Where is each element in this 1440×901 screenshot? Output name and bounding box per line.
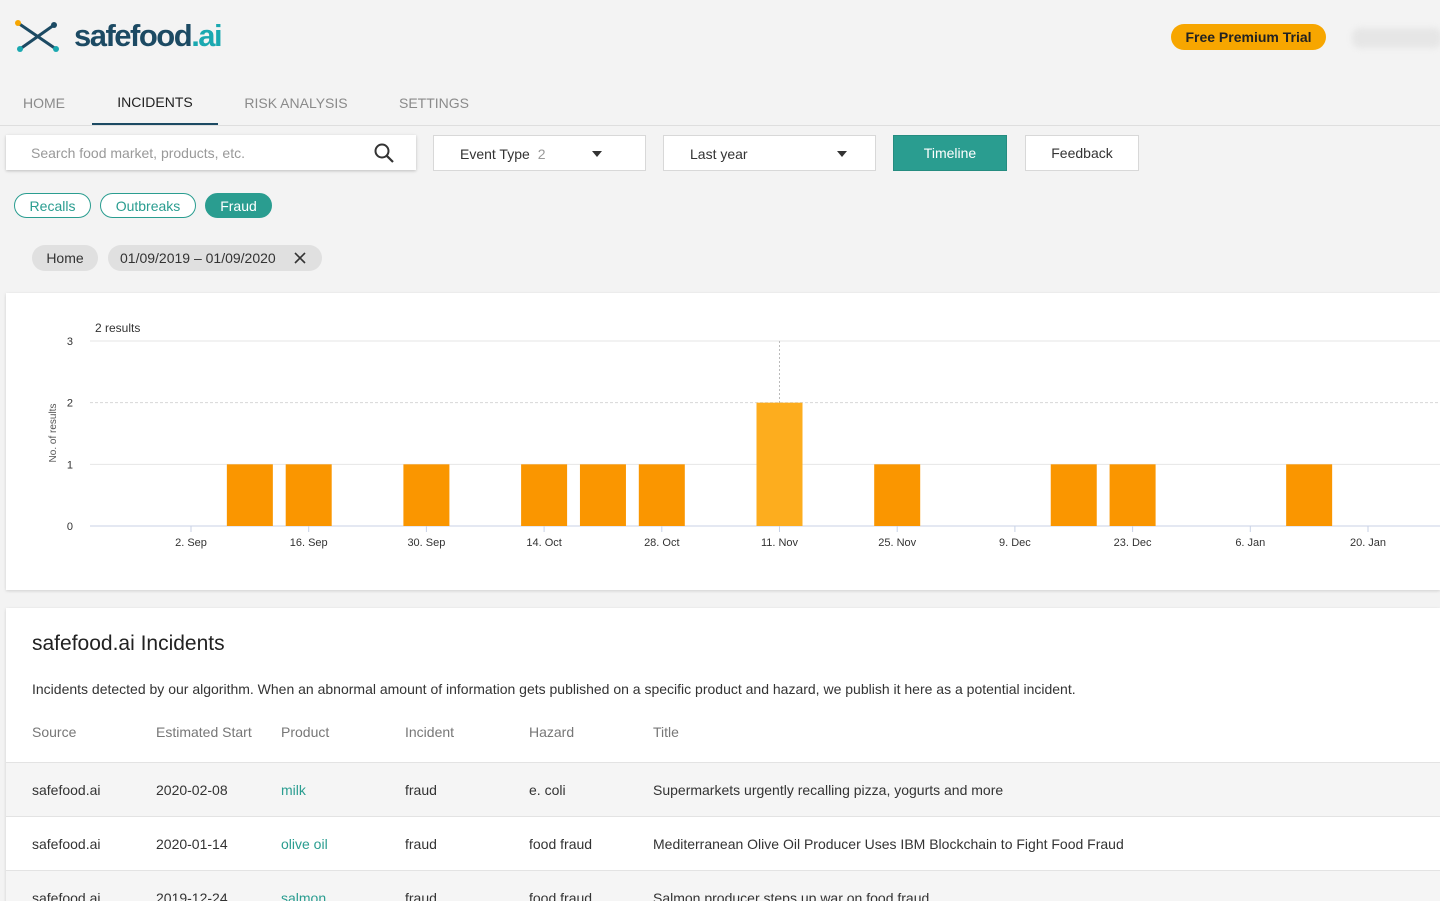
main-nav: HOME INCIDENTS RISK ANALYSIS SETTINGS bbox=[0, 80, 1440, 126]
chart-svg: 0 1 2 3 2. Sep 16. Sep 30. Sep 14. Oct 28. Oct 11… bbox=[48, 321, 1440, 549]
y-tick-label: 0 bbox=[67, 521, 73, 533]
cell-source: safefood.ai bbox=[32, 782, 101, 798]
tab-incidents[interactable]: INCIDENTS bbox=[92, 80, 218, 125]
cell-product-link[interactable]: salmon bbox=[281, 890, 327, 901]
breadcrumb-home[interactable]: Home bbox=[32, 245, 98, 271]
y-tick-label: 1 bbox=[67, 459, 73, 471]
x-tick-label: 25. Nov bbox=[878, 537, 916, 549]
date-range-label: 01/09/2019 – 01/09/2020 bbox=[120, 250, 276, 266]
x-tick-label: 9. Dec bbox=[999, 537, 1031, 549]
x-tick-label: 14. Oct bbox=[526, 537, 561, 549]
chart-subtitle: 2 results bbox=[95, 321, 140, 335]
timeline-chart: 0 1 2 3 2. Sep 16. Sep 30. Sep 14. Oct 28. Oct 11… bbox=[6, 293, 1440, 590]
cell-product-link[interactable]: milk bbox=[281, 782, 306, 798]
incidents-description: Incidents detected by our algorithm. Whe… bbox=[32, 681, 1076, 697]
y-tick-label: 3 bbox=[67, 336, 73, 348]
x-tick-label: 20. Jan bbox=[1350, 537, 1386, 549]
bar bbox=[1286, 464, 1333, 526]
table-row[interactable]: safefood.ai 2020-02-08 milk fraud e. col… bbox=[6, 762, 1440, 816]
x-tick-label: 6. Jan bbox=[1235, 537, 1265, 549]
bar bbox=[874, 464, 921, 526]
app-logo[interactable]: safefood.ai bbox=[14, 18, 223, 54]
event-type-count: 2 bbox=[537, 146, 546, 162]
search-box bbox=[6, 135, 416, 170]
bar bbox=[1109, 464, 1156, 526]
y-tick-label: 2 bbox=[67, 398, 73, 410]
x-tick-label: 11. Nov bbox=[761, 537, 799, 549]
bar bbox=[403, 464, 450, 526]
logo-text: safefood.ai bbox=[74, 18, 223, 53]
x-tick-label: 30. Sep bbox=[407, 537, 445, 549]
breadcrumb-date-range[interactable]: 01/09/2019 – 01/09/2020 bbox=[108, 245, 322, 271]
bar bbox=[756, 402, 803, 526]
cell-hazard: food fraud bbox=[529, 890, 593, 901]
period-dropdown[interactable]: Last year bbox=[663, 135, 876, 171]
incidents-title: safefood.ai Incidents bbox=[32, 632, 225, 655]
cell-title: Mediterranean Olive Oil Producer Uses IB… bbox=[653, 836, 1124, 852]
chevron-down-icon bbox=[592, 151, 602, 157]
cell-start: 2020-01-14 bbox=[156, 836, 228, 852]
event-type-dropdown[interactable]: Event Type 2 bbox=[433, 135, 646, 171]
cell-start: 2019-12-24 bbox=[156, 890, 228, 901]
cell-product-link[interactable]: olive oil bbox=[281, 836, 328, 852]
filter-chip-recalls[interactable]: Recalls bbox=[14, 193, 91, 218]
cell-incident: fraud bbox=[405, 890, 437, 901]
bar bbox=[226, 464, 273, 526]
cell-title: Supermarkets urgently recalling pizza, y… bbox=[653, 782, 1004, 798]
tab-risk-analysis[interactable]: RISK ANALYSIS bbox=[244, 94, 348, 111]
cell-hazard: food fraud bbox=[529, 836, 593, 852]
free-premium-trial-button[interactable]: Free Premium Trial bbox=[1171, 24, 1326, 50]
cell-hazard: e. coli bbox=[529, 782, 566, 798]
bar bbox=[579, 464, 626, 526]
tab-home[interactable]: HOME bbox=[23, 94, 65, 111]
cell-start: 2020-02-08 bbox=[156, 782, 228, 798]
x-tick-label: 16. Sep bbox=[290, 537, 328, 549]
search-icon[interactable] bbox=[373, 142, 395, 164]
logo-icon bbox=[15, 20, 59, 52]
x-tick-label: 28. Oct bbox=[644, 537, 679, 549]
table-row[interactable]: safefood.ai 2020-01-14 olive oil fraud f… bbox=[6, 816, 1440, 870]
bar bbox=[521, 464, 568, 526]
cell-title: Salmon producer steps up war on food fra… bbox=[653, 890, 930, 901]
incidents-panel: safefood.ai Incidents Incidents detected… bbox=[6, 608, 1440, 901]
column-header-hazard[interactable]: Hazard bbox=[529, 724, 575, 740]
bar bbox=[1050, 464, 1097, 526]
timeline-button[interactable]: Timeline bbox=[893, 135, 1007, 171]
chevron-down-icon bbox=[837, 151, 847, 157]
filter-chip-fraud[interactable]: Fraud bbox=[205, 193, 272, 218]
bar bbox=[285, 464, 332, 526]
cell-source: safefood.ai bbox=[32, 890, 101, 901]
column-header-estimated-start[interactable]: Estimated Start bbox=[156, 724, 252, 740]
cell-incident: fraud bbox=[405, 782, 437, 798]
close-icon[interactable] bbox=[294, 252, 306, 264]
period-label: Last year bbox=[690, 146, 748, 162]
table-row[interactable]: safefood.ai 2019-12-24 salmon fraud food… bbox=[6, 870, 1440, 901]
user-menu[interactable] bbox=[1352, 28, 1440, 48]
column-header-title[interactable]: Title bbox=[653, 724, 679, 740]
tab-settings[interactable]: SETTINGS bbox=[398, 94, 469, 111]
bar bbox=[638, 464, 685, 526]
cell-source: safefood.ai bbox=[32, 836, 101, 852]
cell-incident: fraud bbox=[405, 836, 437, 852]
x-tick-label: 23. Dec bbox=[1114, 537, 1152, 549]
column-header-incident[interactable]: Incident bbox=[405, 724, 455, 740]
filter-chip-outbreaks[interactable]: Outbreaks bbox=[100, 193, 196, 218]
event-type-label: Event Type bbox=[460, 146, 530, 162]
column-header-product[interactable]: Product bbox=[281, 724, 330, 740]
y-axis-label: No. of results bbox=[48, 404, 59, 463]
x-tick-label: 2. Sep bbox=[175, 537, 207, 549]
column-header-source[interactable]: Source bbox=[32, 724, 77, 740]
feedback-button[interactable]: Feedback bbox=[1025, 135, 1139, 171]
search-input[interactable] bbox=[31, 135, 361, 170]
